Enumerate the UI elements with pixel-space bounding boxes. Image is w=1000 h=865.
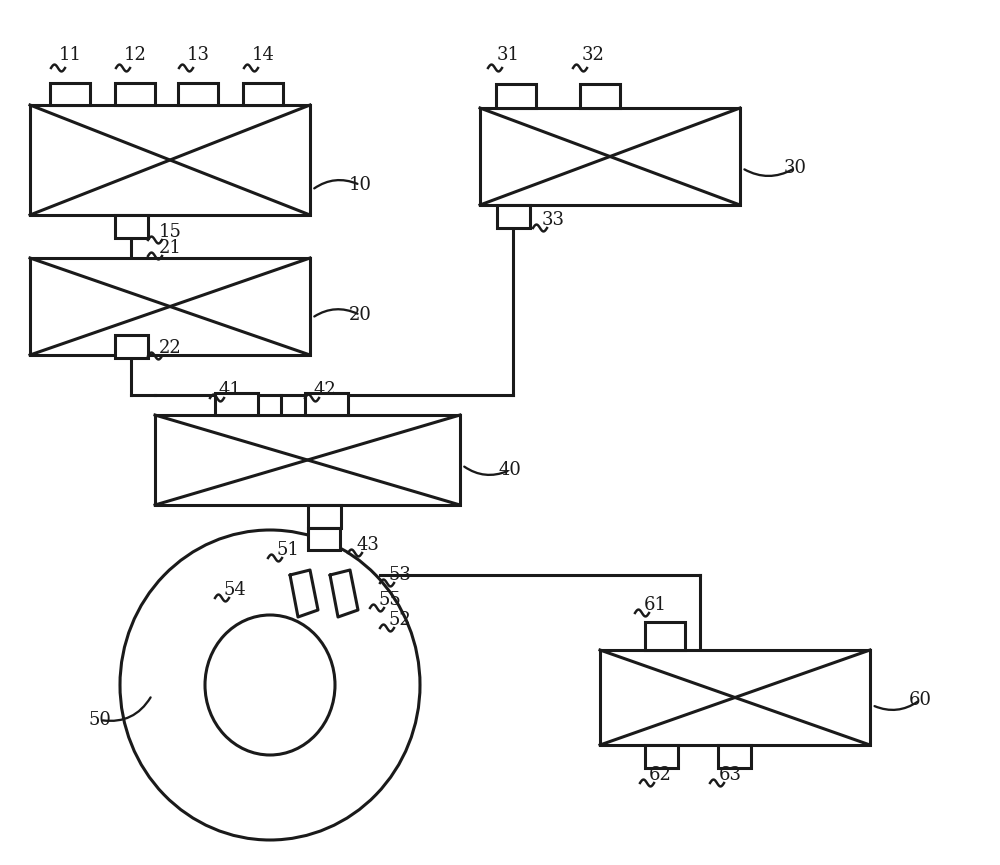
Text: 51: 51 xyxy=(277,541,299,559)
Bar xyxy=(600,650,870,745)
Text: 40: 40 xyxy=(499,461,521,479)
Text: 22: 22 xyxy=(159,339,181,357)
Polygon shape xyxy=(290,570,318,617)
Text: 63: 63 xyxy=(718,766,742,784)
Text: 11: 11 xyxy=(58,46,82,64)
Bar xyxy=(305,393,348,415)
Bar xyxy=(178,83,218,105)
Text: 32: 32 xyxy=(582,46,604,64)
Bar xyxy=(215,393,258,415)
Bar xyxy=(496,84,536,108)
Text: 53: 53 xyxy=(389,566,411,584)
Bar xyxy=(718,745,751,768)
Text: 41: 41 xyxy=(219,381,241,399)
Bar xyxy=(30,258,310,355)
Text: 52: 52 xyxy=(389,611,411,629)
Text: 50: 50 xyxy=(89,711,111,729)
Bar xyxy=(243,83,283,105)
Bar xyxy=(155,415,460,505)
Bar xyxy=(115,335,148,358)
Bar xyxy=(480,108,740,205)
Text: 62: 62 xyxy=(649,766,671,784)
Text: 42: 42 xyxy=(314,381,336,399)
Text: 61: 61 xyxy=(644,596,666,614)
Text: 33: 33 xyxy=(542,211,564,229)
Text: 43: 43 xyxy=(357,536,379,554)
Text: 15: 15 xyxy=(159,223,181,241)
Text: 10: 10 xyxy=(349,176,372,194)
Text: 31: 31 xyxy=(496,46,520,64)
Bar xyxy=(115,83,155,105)
Ellipse shape xyxy=(205,615,335,755)
Text: 20: 20 xyxy=(349,306,371,324)
Bar xyxy=(308,505,341,528)
Bar xyxy=(30,105,310,215)
Text: 55: 55 xyxy=(379,591,401,609)
Ellipse shape xyxy=(120,530,420,840)
Bar xyxy=(50,83,90,105)
Bar xyxy=(497,205,530,228)
Bar xyxy=(308,528,340,550)
Text: 12: 12 xyxy=(124,46,146,64)
Polygon shape xyxy=(330,570,358,617)
Text: 14: 14 xyxy=(252,46,274,64)
Text: 54: 54 xyxy=(224,581,246,599)
Bar xyxy=(645,745,678,768)
Bar xyxy=(115,215,148,238)
Text: 60: 60 xyxy=(908,691,932,709)
Bar xyxy=(645,622,685,650)
Text: 30: 30 xyxy=(784,159,806,177)
Text: 21: 21 xyxy=(159,239,181,257)
Text: 13: 13 xyxy=(186,46,210,64)
Bar xyxy=(580,84,620,108)
